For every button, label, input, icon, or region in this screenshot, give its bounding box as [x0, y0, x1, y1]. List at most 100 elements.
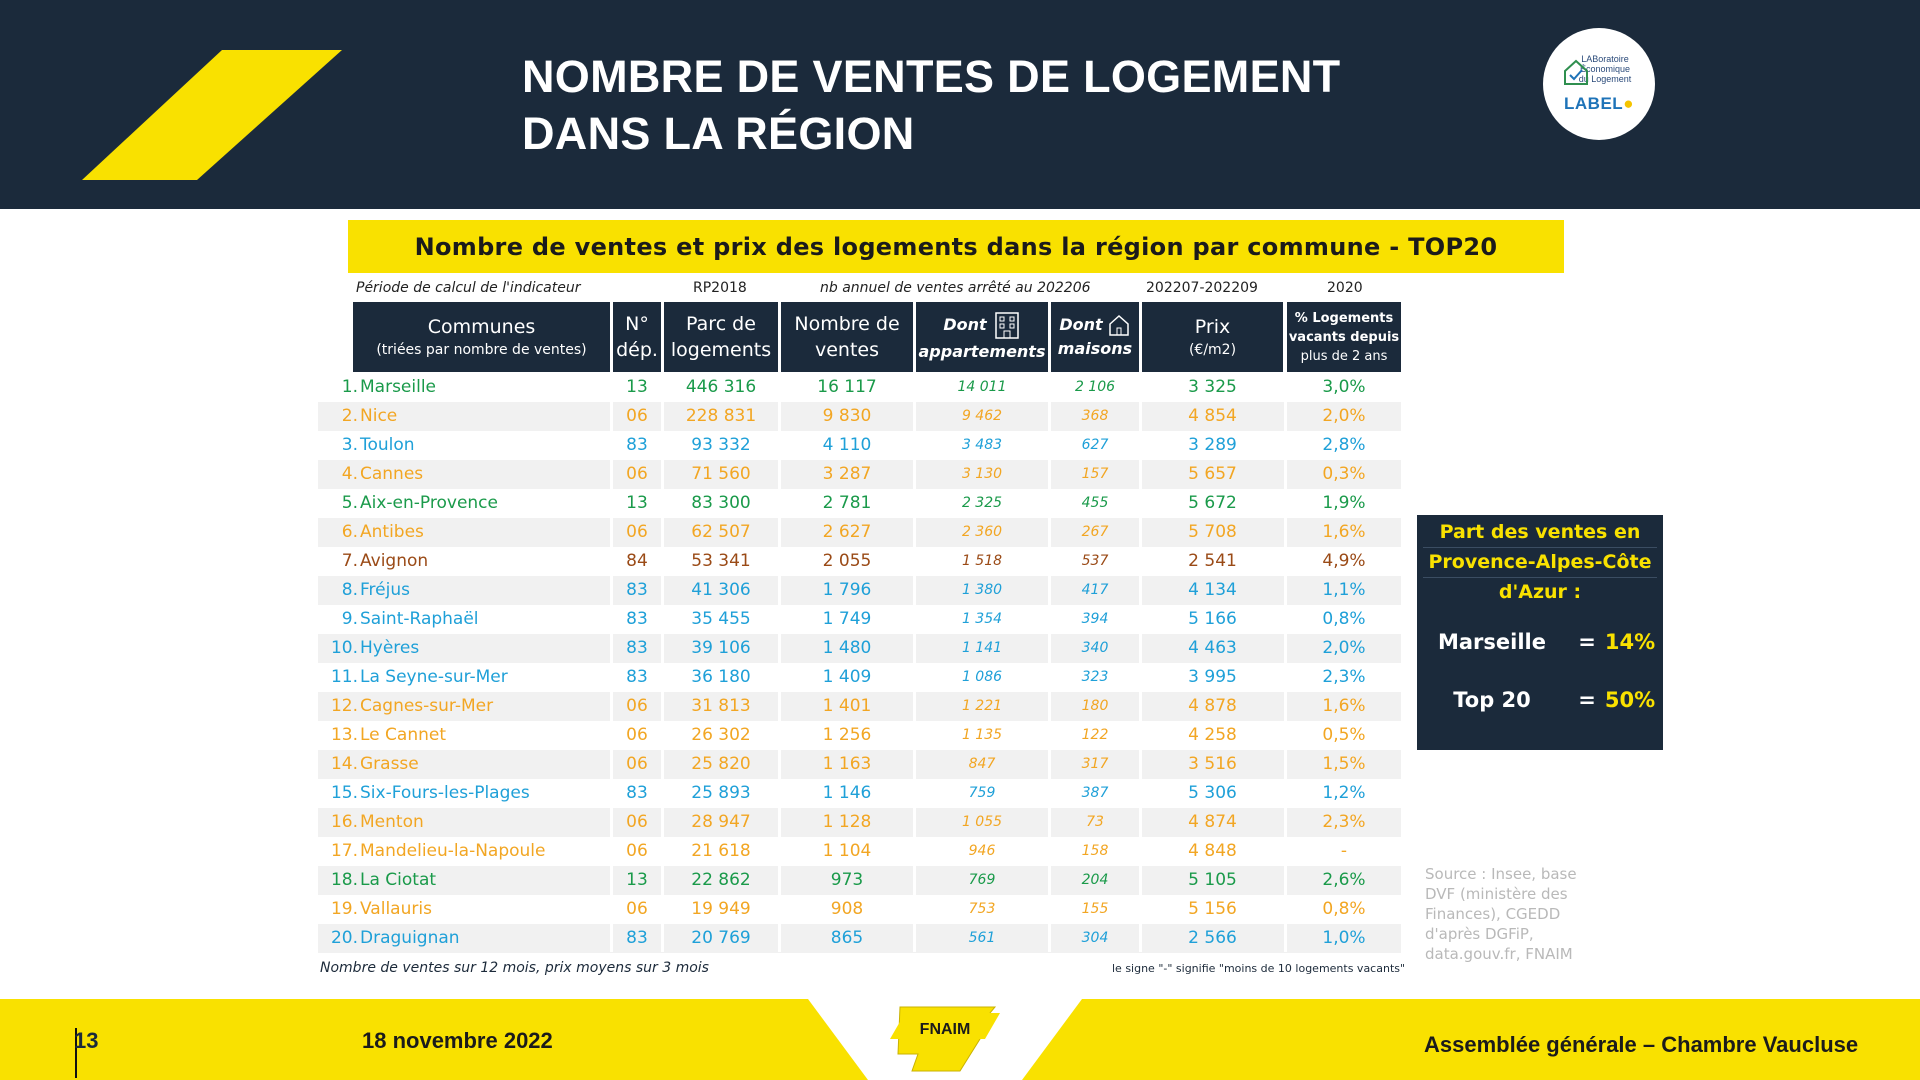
- header-dep-line-2: dép.: [616, 339, 658, 361]
- sidebox-row-value: 14%: [1604, 630, 1656, 654]
- cell-prix: 5 672: [1188, 493, 1237, 513]
- cell-vacant: 0,8%: [1322, 609, 1366, 629]
- column-separator: [610, 372, 613, 952]
- sidebox-row-eq: =: [1578, 688, 1596, 712]
- cell-dep: 83: [626, 928, 648, 948]
- cell-rank: 6.: [341, 522, 358, 542]
- cell-parc: 53 341: [691, 551, 751, 571]
- table-row: 10. Hyères 83 39 106 1 480 1 141 340 4 463 2,0%: [318, 634, 1401, 663]
- rp-label: RP2018: [693, 280, 747, 296]
- cell-vacant: 2,0%: [1322, 406, 1366, 426]
- sidebox-row-label: Marseille: [1437, 630, 1546, 654]
- cell-maisons: 180: [1081, 698, 1109, 714]
- column-separator: [913, 372, 916, 952]
- cell-maisons: 122: [1081, 727, 1109, 743]
- cell-vacant: 1,9%: [1322, 493, 1366, 513]
- cell-prix: 5 657: [1188, 464, 1237, 484]
- cell-ventes: 3 287: [822, 464, 872, 484]
- cell-ventes: 4 110: [822, 435, 872, 455]
- building-icon: [994, 312, 1019, 339]
- table-row: 1. Marseille 13 446 316 16 117 14 011 2 106 3 3…: [318, 373, 1401, 402]
- table-row: 17. Mandelieu-la-Napoule 06 21 618 1 104 946 1…: [318, 837, 1401, 866]
- cell-appart: 2 360: [961, 524, 1003, 540]
- cell-commune: Grasse: [360, 754, 419, 774]
- footer-event: Assemblée générale – Chambre Vaucluse: [1424, 1032, 1859, 1057]
- cell-rank: 1.: [341, 377, 358, 397]
- cell-ventes: 1 163: [822, 754, 872, 774]
- cell-ventes: 2 781: [822, 493, 872, 513]
- cell-appart: 1 518: [961, 553, 1003, 569]
- cell-prix: 3 289: [1188, 435, 1237, 455]
- cell-ventes: 1 480: [822, 638, 872, 658]
- cell-prix: 4 848: [1188, 841, 1237, 861]
- cell-dep: 06: [626, 841, 648, 861]
- table-row: 16. Menton 06 28 947 1 128 1 055 73 4 874 2,3%: [318, 808, 1401, 837]
- cell-maisons: 204: [1081, 872, 1109, 888]
- cell-maisons: 267: [1081, 524, 1109, 540]
- cell-prix: 5 708: [1188, 522, 1237, 542]
- cell-prix: 4 878: [1188, 696, 1237, 716]
- cell-ventes: 1 401: [822, 696, 872, 716]
- cell-dep: 84: [626, 551, 648, 571]
- cell-parc: 21 618: [691, 841, 751, 861]
- cell-commune: Aix-en-Provence: [360, 493, 498, 513]
- cell-maisons: 455: [1081, 495, 1109, 511]
- cell-maisons: 394: [1081, 611, 1109, 627]
- header-vacants: % Logements vacants depuis plus de 2 ans: [1287, 302, 1401, 372]
- cell-vacant: -: [1340, 841, 1348, 861]
- header-ventes-line-1: Nombre de: [794, 313, 900, 335]
- cell-appart: 1 135: [961, 727, 1003, 743]
- cell-appart: 759: [968, 785, 996, 801]
- cell-maisons: 627: [1081, 437, 1109, 453]
- cell-commune: Saint-Raphaël: [360, 609, 479, 629]
- cell-rank: 14.: [330, 754, 358, 774]
- cell-parc: 25 820: [691, 754, 751, 774]
- cell-commune: Mandelieu-la-Napoule: [360, 841, 546, 861]
- column-separator: [661, 372, 664, 952]
- sales-share-box: Part des ventes en Provence-Alpes-Côte d…: [1417, 515, 1663, 750]
- cell-parc: 19 949: [691, 899, 751, 919]
- cell-rank: 10.: [330, 638, 358, 658]
- header-maisons-line-2: maisons: [1057, 339, 1133, 358]
- table-row: 12. Cagnes-sur-Mer 06 31 813 1 401 1 221 180 4 …: [318, 692, 1401, 721]
- cell-rank: 3.: [341, 435, 358, 455]
- cell-prix: 4 854: [1188, 406, 1237, 426]
- column-separator: [1139, 372, 1142, 952]
- price-period-label: 202207-202209: [1146, 280, 1258, 296]
- cell-vacant: 0,8%: [1322, 899, 1366, 919]
- table-row: 6. Antibes 06 62 507 2 627 2 360 267 5 708 1,6%: [318, 518, 1401, 547]
- sidebox-row-marseille: Marseille = 14%: [1417, 630, 1663, 660]
- fnaim-logo: FNAIM: [808, 999, 1082, 1080]
- cell-rank: 9.: [341, 609, 358, 629]
- source-note: Source : Insee, base DVF (ministère des …: [1425, 865, 1577, 963]
- cell-vacant: 2,8%: [1322, 435, 1366, 455]
- cell-maisons: 158: [1081, 843, 1109, 859]
- cell-prix: 3 995: [1188, 667, 1237, 687]
- cell-commune: Avignon: [360, 551, 429, 571]
- cell-rank: 18.: [330, 870, 358, 890]
- sidebox-title-line-3: d'Azur :: [1498, 581, 1582, 603]
- cell-ventes: 1 409: [822, 667, 872, 687]
- cell-prix: 5 105: [1188, 870, 1237, 890]
- cell-dep: 13: [626, 870, 648, 890]
- column-separator: [1284, 372, 1287, 952]
- cell-ventes: 973: [830, 870, 864, 890]
- table-row: 15. Six-Fours-les-Plages 83 25 893 1 146 759 3…: [318, 779, 1401, 808]
- cell-rank: 15.: [330, 783, 358, 803]
- cell-parc: 83 300: [691, 493, 751, 513]
- cell-appart: 3 483: [961, 437, 1003, 453]
- slide-title: NOMBRE DE VENTES DE LOGEMENT DANS LA RÉG…: [522, 48, 1422, 162]
- cell-ventes: 1 128: [822, 812, 872, 832]
- cell-parc: 446 316: [685, 377, 757, 397]
- logo-brand-text: LABEL: [1564, 94, 1624, 113]
- cell-dep: 83: [626, 609, 648, 629]
- table-row: 9. Saint-Raphaël 83 35 455 1 749 1 354 394 5 16…: [318, 605, 1401, 634]
- cell-dep: 06: [626, 754, 648, 774]
- table-row: 19. Vallauris 06 19 949 908 753 155 5 156 0,8%: [318, 895, 1401, 924]
- cell-appart: 561: [968, 930, 996, 946]
- table-row: 11. La Seyne-sur-Mer 83 36 180 1 409 1 086 323…: [318, 663, 1401, 692]
- sidebox-row-value: 50%: [1604, 688, 1656, 712]
- period-label: Période de calcul de l'indicateur: [356, 280, 581, 296]
- header-appart-line-2: appartements: [918, 342, 1046, 361]
- header-prix: Prix (€/m2): [1142, 302, 1283, 372]
